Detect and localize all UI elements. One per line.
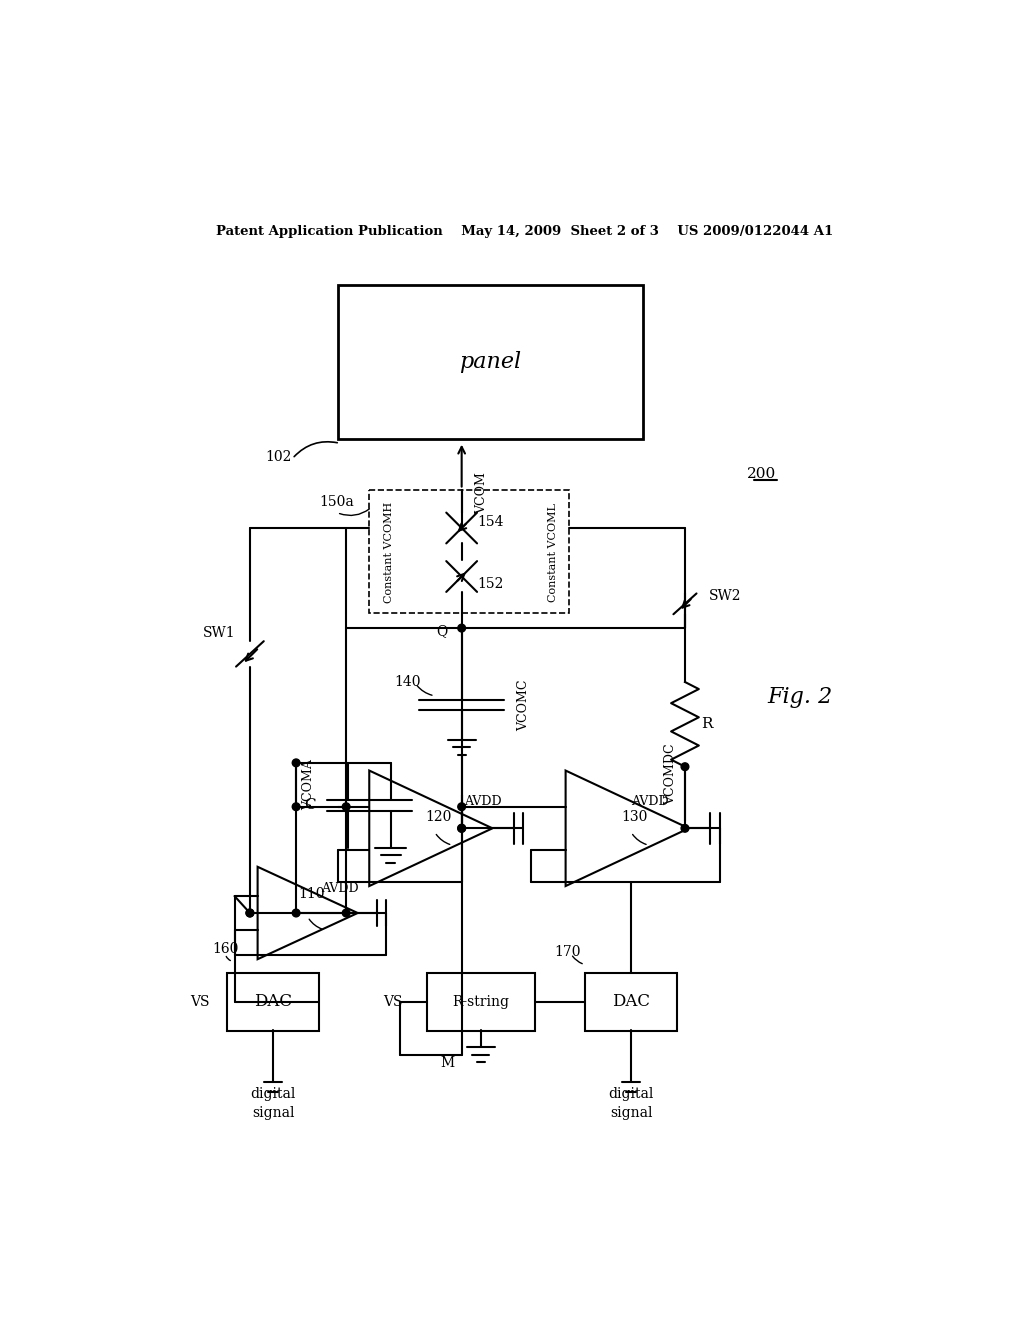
Text: digital: digital [250,1086,296,1101]
Bar [585,973,677,1031]
Text: R: R [700,717,713,731]
Text: 120: 120 [425,809,452,824]
Text: 110: 110 [298,887,325,900]
Text: 170: 170 [555,945,582,958]
Circle shape [681,825,689,832]
Text: AVDD: AVDD [632,795,669,808]
Bar [226,973,319,1031]
Text: 200: 200 [748,467,776,480]
Circle shape [342,803,350,810]
Text: VS: VS [383,994,402,1008]
Text: AVDD: AVDD [465,795,502,808]
Text: VCOM: VCOM [475,473,488,515]
Text: VS: VS [190,994,210,1008]
Circle shape [292,759,300,767]
Text: Q: Q [436,624,447,638]
Text: Constant VCOMH: Constant VCOMH [384,502,393,603]
Circle shape [458,825,466,832]
Text: DAC: DAC [612,993,650,1010]
Text: signal: signal [252,1106,294,1121]
Circle shape [246,909,254,917]
Circle shape [292,803,300,810]
Text: 152: 152 [478,577,504,591]
Text: C: C [304,799,315,812]
Text: SW1: SW1 [203,627,236,640]
Circle shape [681,763,689,771]
Circle shape [292,909,300,917]
Circle shape [458,803,466,810]
Bar [427,973,535,1031]
Text: 140: 140 [394,675,421,689]
Text: VCOMC: VCOMC [517,680,529,731]
Circle shape [458,624,466,632]
Circle shape [342,909,350,917]
Bar [339,285,643,440]
Text: SW2: SW2 [709,589,741,603]
Text: digital: digital [608,1086,653,1101]
Text: panel: panel [460,351,521,374]
Circle shape [458,825,466,832]
Text: VCOMDC: VCOMDC [665,743,678,805]
Text: 154: 154 [477,515,504,529]
Text: M: M [440,1056,455,1071]
Text: Patent Application Publication    May 14, 2009  Sheet 2 of 3    US 2009/0122044 : Patent Application Publication May 14, 2… [216,224,834,238]
Text: Constant VCOML: Constant VCOML [548,503,557,602]
Text: signal: signal [610,1106,652,1121]
Text: VCOMA: VCOMA [302,759,315,810]
Text: R-string: R-string [453,994,509,1008]
Text: 130: 130 [622,809,648,824]
Circle shape [246,909,254,917]
Text: AVDD: AVDD [322,882,358,895]
Text: 150a: 150a [319,495,354,508]
Bar [370,490,569,612]
Text: DAC: DAC [254,993,292,1010]
Text: 160: 160 [212,942,239,956]
Text: Fig. 2: Fig. 2 [768,686,834,709]
Text: 102: 102 [265,450,292,465]
